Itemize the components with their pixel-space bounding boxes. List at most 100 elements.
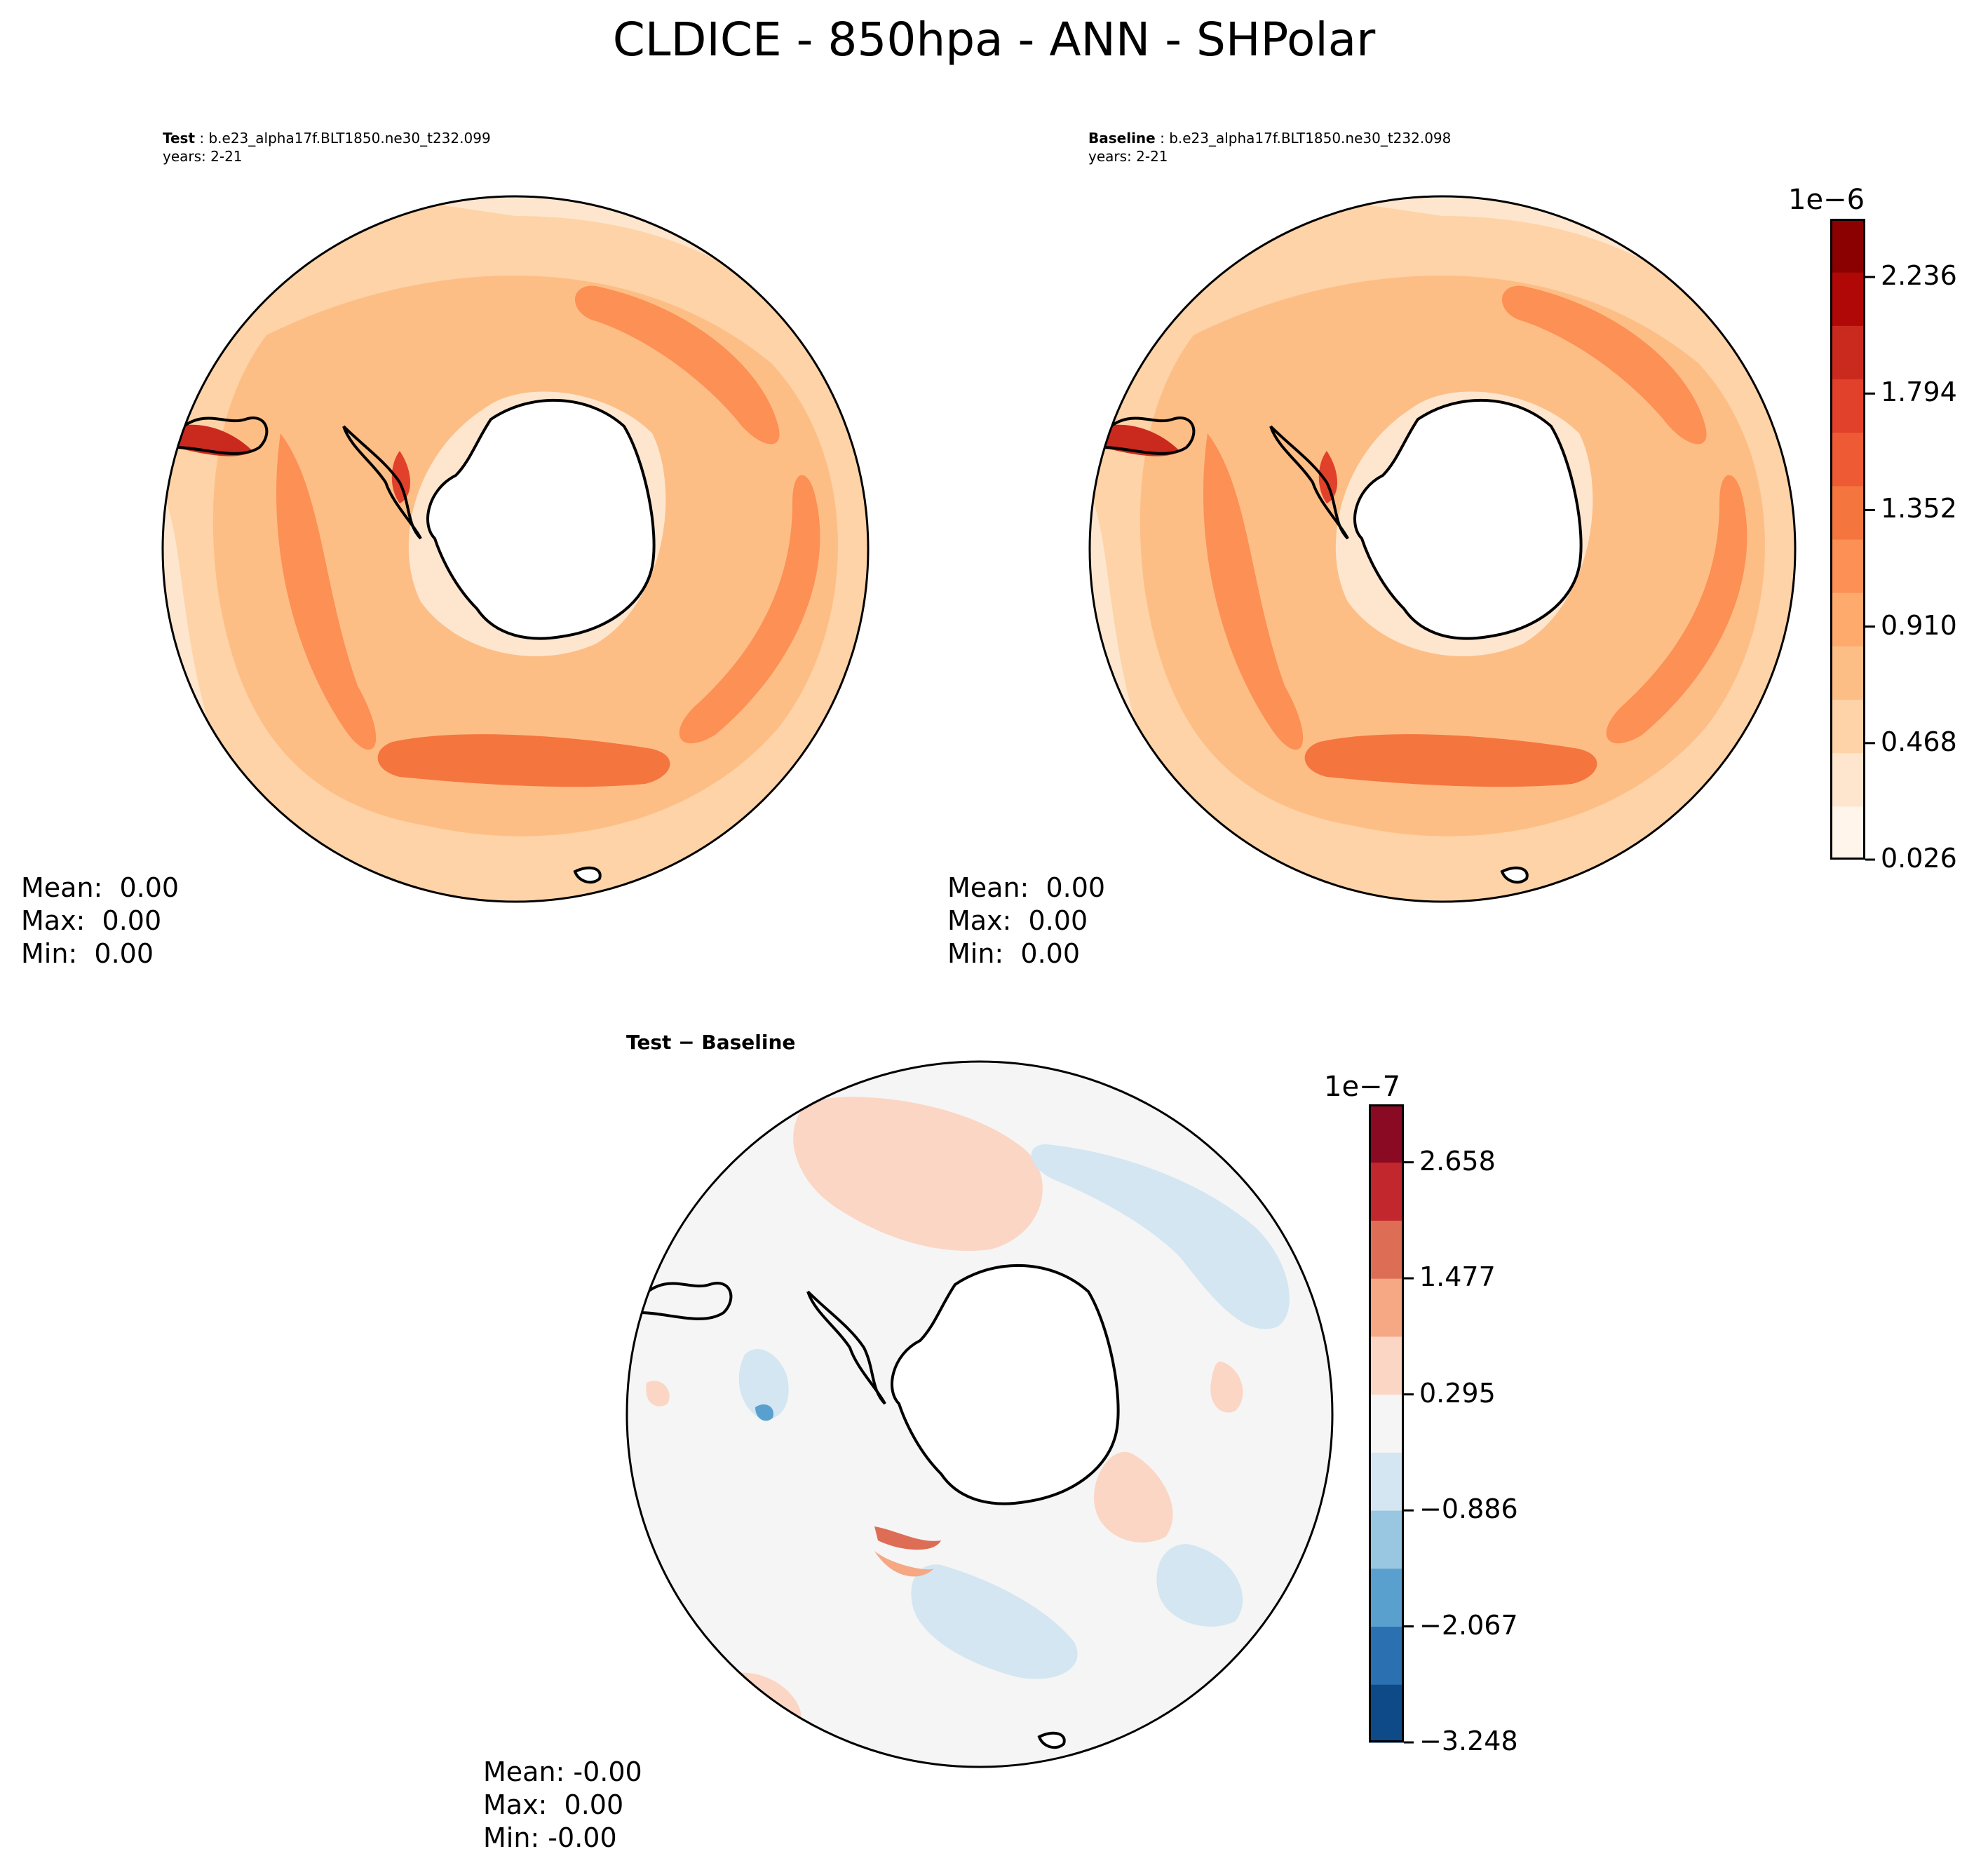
diff-colorbar-segment — [1369, 1278, 1404, 1337]
test-peninsula-coast — [342, 425, 422, 540]
diff-colorbar-ticklabel: 2.658 — [1419, 1145, 1496, 1177]
diff-map-border — [626, 1060, 1334, 1768]
diff-field-positive-coast — [1094, 1451, 1173, 1543]
diff-island-south — [1037, 1731, 1066, 1749]
diff-field-negative-southeast — [1156, 1544, 1243, 1627]
baseline-max: Max: 0.00 — [947, 905, 1088, 936]
diff-colorbar-exponent: 1e−7 — [1324, 1071, 1401, 1103]
diff-label-baseline: Baseline — [701, 1031, 796, 1054]
diff-colorbar-segment — [1369, 1104, 1404, 1163]
diff-colorbar-segment — [1369, 1162, 1404, 1221]
test-case-name: b.e23_alpha17f.BLT1850.ne30_t232.099 — [208, 130, 491, 147]
diff-colorbar-segment — [1369, 1626, 1404, 1685]
baseline-years: years: 2-21 — [1088, 148, 1168, 165]
baseline-south-america-coast — [1101, 416, 1196, 455]
test-south-america-coast — [174, 416, 269, 455]
main-colorbar-segment — [1830, 325, 1865, 379]
main-colorbar-ticklabel: 0.468 — [1881, 726, 1957, 757]
diff-colorbar-ticklabel: 0.295 — [1419, 1377, 1496, 1409]
baseline-field-peak-peninsula — [1318, 451, 1337, 503]
main-colorbar-ticklabel: 0.026 — [1881, 843, 1957, 874]
diff-colorbar-segment — [1369, 1220, 1404, 1279]
diff-field-positive-north — [793, 1097, 1043, 1251]
diff-colorbar-segment — [1369, 1510, 1404, 1569]
diff-label-operator: − — [678, 1031, 695, 1054]
baseline-island-south — [1500, 866, 1529, 884]
diff-colorbar-ticklabel: 1.477 — [1419, 1261, 1496, 1293]
main-colorbar-segment — [1830, 272, 1865, 326]
diff-label-test: Test — [626, 1031, 672, 1054]
baseline-min: Min: 0.00 — [947, 938, 1080, 969]
diff-colorbar-segment — [1369, 1336, 1404, 1395]
main-colorbar-segment — [1830, 219, 1865, 273]
diff-colorbar-ticklabel: −3.248 — [1419, 1726, 1518, 1756]
test-years: years: 2-21 — [163, 148, 243, 165]
diff-field-peak-coast-halo — [874, 1551, 934, 1577]
baseline-stats: Mean: 0.00 Max: 0.00 Min: 0.00 — [947, 872, 1105, 970]
diff-south-america-coast — [638, 1282, 733, 1320]
test-map — [161, 195, 870, 903]
diff-field-positive-west — [646, 1381, 670, 1407]
test-max: Max: 0.00 — [21, 905, 162, 936]
diff-max: Max: 0.00 — [483, 1789, 624, 1820]
baseline-mean: Mean: 0.00 — [947, 872, 1106, 903]
baseline-map — [1088, 195, 1797, 903]
main-colorbar-border — [1830, 219, 1865, 860]
figure-title: CLDICE - 850hpa - ANN - SHPolar — [612, 13, 1376, 67]
test-stats: Mean: 0.00 Max: 0.00 Min: 0.00 — [21, 872, 179, 970]
diff-antarctica — [891, 1263, 1120, 1505]
diff-field-negative-south — [911, 1564, 1078, 1679]
diff-colorbar-segment — [1369, 1394, 1404, 1453]
main-colorbar-exponent: 1e−6 — [1788, 184, 1865, 216]
diff-stats: Mean: -0.00 Max: 0.00 Min: -0.00 — [483, 1756, 642, 1855]
test-island-south — [573, 866, 602, 884]
main-colorbar-segment — [1830, 699, 1865, 754]
diff-colorbar-segment — [1369, 1452, 1404, 1511]
diff-colorbar-ticklabel: −0.886 — [1419, 1493, 1518, 1525]
test-panel-title: Test : b.e23_alpha17f.BLT1850.ne30_t232.… — [163, 130, 491, 165]
test-min: Min: 0.00 — [21, 938, 154, 969]
diff-colorbar-segment — [1369, 1568, 1404, 1627]
baseline-peninsula-coast — [1269, 425, 1349, 540]
diff-colorbar — [1369, 1104, 1414, 1744]
diff-map — [626, 1060, 1334, 1768]
diff-panel-title: Test − Baseline — [626, 1031, 795, 1054]
baseline-field-band-east — [1606, 475, 1747, 744]
baseline-case-name: b.e23_alpha17f.BLT1850.ne30_t232.098 — [1169, 130, 1452, 147]
diff-peninsula-coast — [806, 1290, 886, 1405]
test-field-band-north — [575, 285, 780, 445]
main-colorbar-ticklabel: 1.794 — [1881, 377, 1957, 408]
test-field-band-south — [377, 734, 670, 787]
baseline-map-border — [1088, 195, 1797, 903]
main-colorbar-ticklabel: 2.236 — [1881, 260, 1957, 292]
main-colorbar-segment — [1830, 592, 1865, 646]
main-colorbar-segment — [1830, 806, 1865, 860]
diff-colorbar-border — [1369, 1104, 1404, 1742]
main-colorbar-segment — [1830, 539, 1865, 593]
diff-mean: Mean: -0.00 — [483, 1756, 642, 1787]
diff-min: Min: -0.00 — [483, 1822, 617, 1853]
test-field-band-west — [276, 433, 377, 750]
diff-field-positive-far-east — [1210, 1361, 1243, 1413]
diff-field-negative-east — [1031, 1144, 1290, 1329]
baseline-antarctica — [1353, 398, 1583, 640]
diff-field-min-peninsula — [755, 1404, 773, 1421]
test-field-band-east — [679, 475, 820, 744]
test-mean: Mean: 0.00 — [21, 872, 180, 903]
test-label: Test — [163, 130, 196, 147]
main-colorbar-segment — [1830, 646, 1865, 700]
main-colorbar-segment — [1830, 752, 1865, 807]
diff-field-negative-peninsula — [738, 1348, 789, 1419]
main-colorbar-segment — [1830, 485, 1865, 540]
diff-field-peak-coast — [874, 1526, 941, 1550]
baseline-panel-title: Baseline : b.e23_alpha17f.BLT1850.ne30_t… — [1088, 130, 1452, 165]
main-colorbar — [1830, 219, 1875, 861]
main-colorbar-segment — [1830, 379, 1865, 433]
baseline-field-band-south — [1304, 734, 1597, 787]
test-map-border — [161, 195, 870, 903]
main-colorbar-segment — [1830, 432, 1865, 487]
diff-colorbar-ticklabel: −2.067 — [1419, 1609, 1518, 1641]
baseline-field-band-west — [1203, 433, 1304, 750]
baseline-field-band-north — [1502, 285, 1707, 445]
test-field-peak-peninsula — [391, 451, 410, 503]
